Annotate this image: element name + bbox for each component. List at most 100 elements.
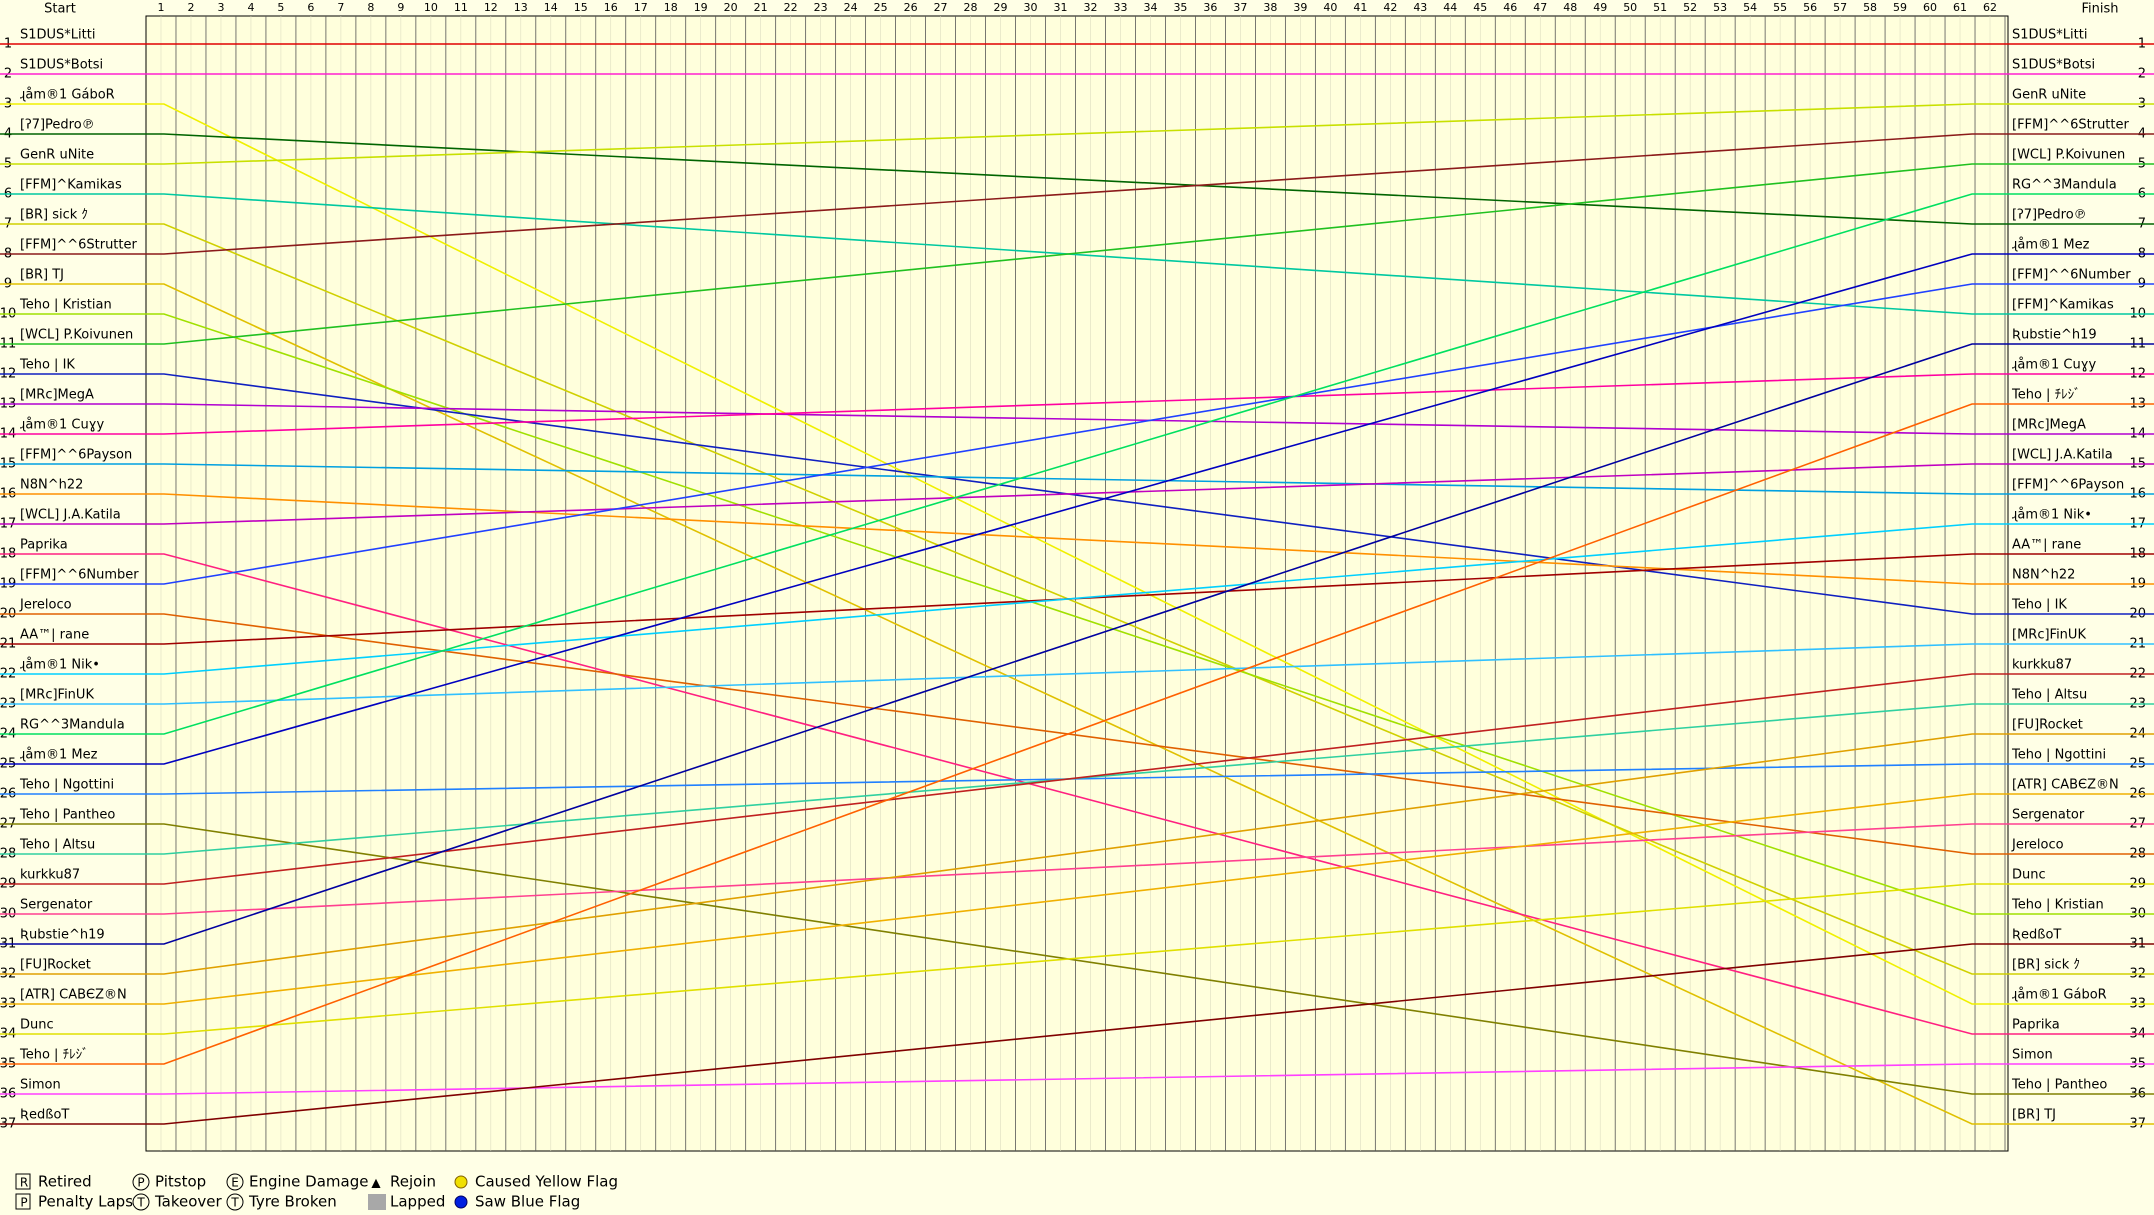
legend-label: Penalty Laps [38, 1193, 133, 1211]
start-driver-name: S1DUS*Litti [20, 28, 95, 43]
finish-driver-name: AA™| rane [2012, 538, 2081, 553]
start-driver-name: [FU]Rocket [20, 958, 91, 973]
driver-line [146, 493, 2008, 585]
driver-line [146, 403, 2008, 1065]
lap-label: 17 [634, 1, 648, 14]
start-driver-name: Teho | Ngottini [19, 778, 114, 793]
lap-label: 34 [1143, 1, 1157, 14]
finish-driver-name: RG^^3Mandula [2012, 178, 2117, 193]
start-driver-name: [ATR] CABЄZ®N [20, 988, 127, 1003]
lap-label: 53 [1713, 1, 1727, 14]
start-driver-name: [MRc]MegA [20, 388, 94, 403]
legend-label: Pitstop [155, 1173, 206, 1191]
lap-label: 37 [1233, 1, 1247, 14]
lap-label: 28 [964, 1, 978, 14]
lap-label: 4 [247, 1, 254, 14]
finish-driver-name: [BR] sick ｸ [2012, 958, 2080, 973]
lap-label: 21 [754, 1, 768, 14]
start-driver-name: ɻåm®1 GáboR [20, 88, 115, 103]
lap-label: 41 [1353, 1, 1367, 14]
finish-driver-name: [ATR] CABЄZ®N [2012, 778, 2119, 793]
lap-label: 9 [397, 1, 404, 14]
legend-symbol: R [20, 1176, 28, 1190]
start-driver-name: RG^^3Mandula [20, 718, 125, 733]
lap-label: 50 [1623, 1, 1637, 14]
legend-ring [226, 1193, 244, 1211]
driver-line [146, 733, 2008, 975]
driver-line [146, 403, 2008, 435]
start-driver-name: Jereloco [19, 598, 72, 613]
legend-lapped [368, 1194, 386, 1210]
finish-driver-name: [WCL] J.A.Katila [2012, 448, 2113, 463]
start-driver-name: Simon [20, 1078, 61, 1093]
start-driver-name: Sergenator [20, 898, 93, 913]
legend-label: Saw Blue Flag [475, 1193, 580, 1211]
lap-label: 2 [187, 1, 194, 14]
finish-driver-name: ɻåm®1 Cuɣy [2012, 358, 2096, 373]
lap-label: 13 [514, 1, 528, 14]
finish-driver-name: [MRc]MegA [2012, 418, 2086, 433]
lap-label: 33 [1113, 1, 1127, 14]
start-driver-name: Paprika [20, 538, 68, 553]
finish-driver-name: [FFM]^^6Number [2012, 268, 2131, 283]
driver-line [146, 103, 2008, 165]
finish-label: Finish [2081, 2, 2118, 17]
lap-label: 31 [1054, 1, 1068, 14]
finish-driver-name: [MRc]FinUK [2012, 628, 2086, 643]
driver-line [146, 373, 2008, 435]
start-driver-name: ɻåm®1 Mez [20, 748, 98, 763]
driver-line [146, 463, 2008, 525]
start-driver-name: S1DUS*Botsi [20, 58, 103, 73]
finish-driver-name: ƦedßoT [2012, 928, 2061, 943]
start-driver-name: Teho | Pantheo [19, 808, 115, 823]
finish-driver-name: Simon [2012, 1048, 2053, 1063]
driver-line [146, 253, 2008, 765]
start-driver-name: [BR] TJ [20, 268, 64, 283]
lap-label: 6 [307, 1, 314, 14]
legend-ring [132, 1193, 150, 1211]
start-driver-name: AA™| rane [20, 628, 89, 643]
lap-label: 5 [277, 1, 284, 14]
driver-line [146, 193, 2008, 735]
legend-symbol: T [136, 1196, 145, 1210]
lap-label: 54 [1743, 1, 1757, 14]
legend-label: Retired [38, 1173, 92, 1191]
finish-driver-name: [BR] TJ [2012, 1108, 2056, 1123]
lap-label: 20 [724, 1, 738, 14]
driver-line [146, 343, 2008, 945]
lap-label: 1 [157, 1, 164, 14]
finish-driver-name: [FFM]^^6Strutter [2012, 118, 2129, 133]
lap-label: 25 [874, 1, 888, 14]
lap-label: 38 [1263, 1, 1277, 14]
driver-line [146, 283, 2008, 585]
start-driver-name: GenR uNite [20, 148, 94, 163]
lap-label: 3 [217, 1, 224, 14]
finish-driver-name: ɻåm®1 Mez [2012, 238, 2090, 253]
lap-label: 30 [1024, 1, 1038, 14]
finish-driver-name: Teho | Ngottini [2011, 748, 2106, 763]
lap-label: 42 [1383, 1, 1397, 14]
lap-label: 24 [844, 1, 858, 14]
lap-label: 11 [454, 1, 468, 14]
start-driver-name: [BR] sick ｸ [20, 208, 88, 223]
start-driver-name: [MRc]FinUK [20, 688, 94, 703]
lap-label: 57 [1833, 1, 1847, 14]
start-driver-name: Teho | IK [19, 358, 75, 373]
start-driver-name: [FFM]^Kamikas [20, 178, 122, 193]
lap-label: 36 [1203, 1, 1217, 14]
legend-symbol: T [230, 1196, 239, 1210]
start-driver-name: [ʔ7]Pedro℗ [20, 118, 95, 133]
lap-label: 58 [1863, 1, 1877, 14]
lap-label: 14 [544, 1, 558, 14]
legend-label: Tyre Broken [248, 1193, 337, 1211]
lap-label: 29 [994, 1, 1008, 14]
finish-driver-name: [FFM]^^6Payson [2012, 478, 2124, 493]
driver-line [146, 313, 2008, 915]
finish-driver-name: S1DUS*Litti [2012, 28, 2087, 43]
lap-label: 23 [814, 1, 828, 14]
legend-label: Engine Damage [249, 1173, 368, 1191]
start-driver-name: ɻåm®1 Cuɣy [20, 418, 104, 433]
start-driver-name: ɻåm®1 Nik• [20, 658, 100, 673]
finish-driver-name: S1DUS*Botsi [2012, 58, 2095, 73]
